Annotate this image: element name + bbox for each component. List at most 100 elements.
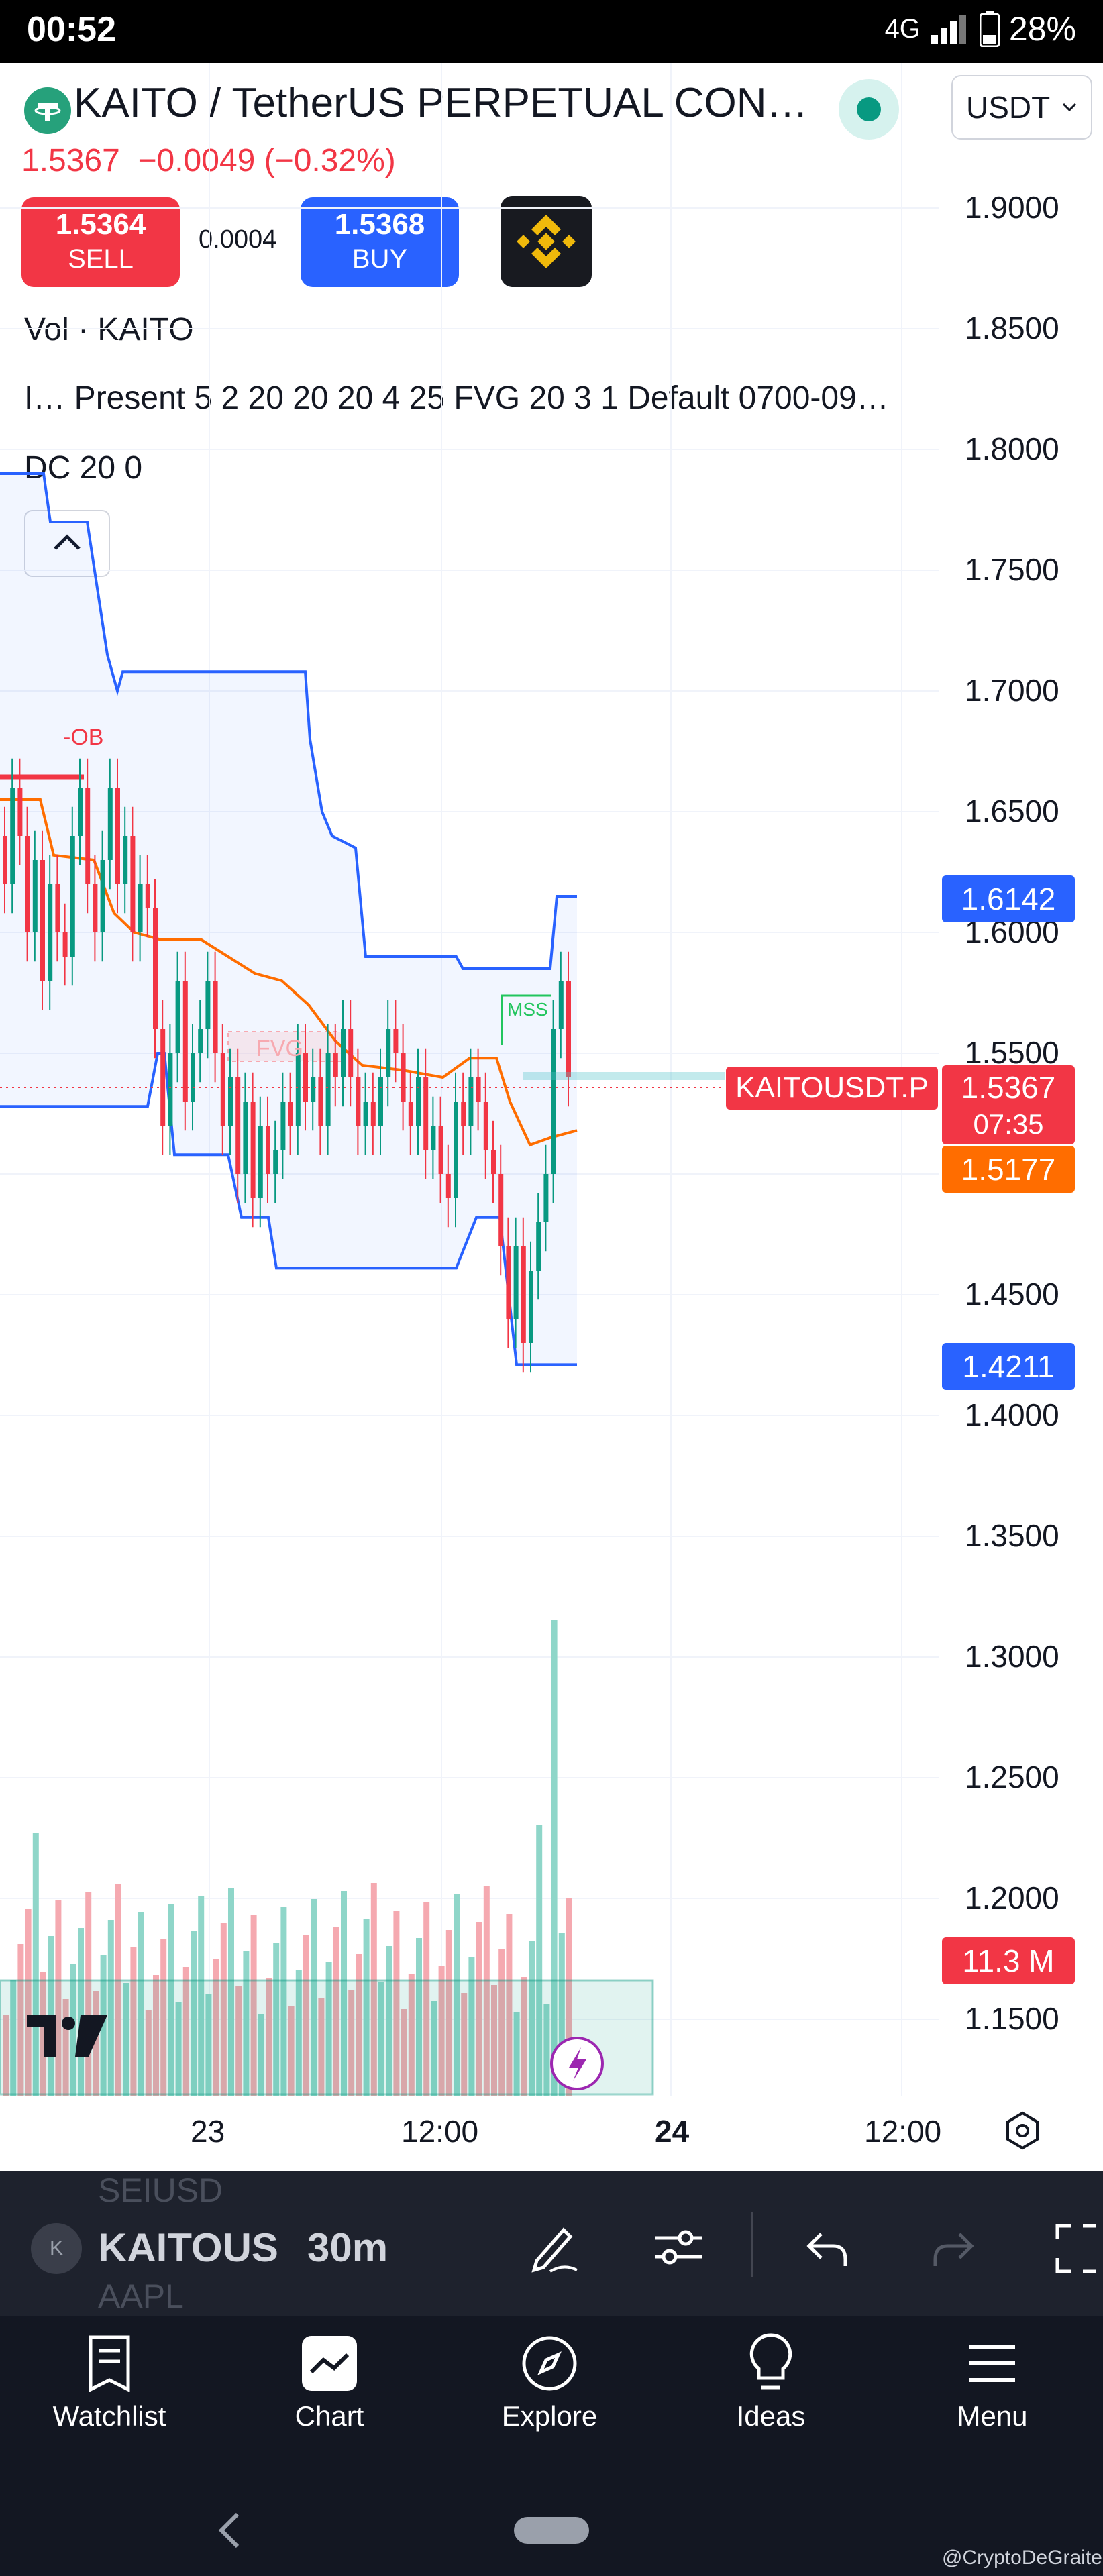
- volume-bar: [115, 1884, 121, 2096]
- nav-explore[interactable]: Explore: [466, 2326, 633, 2432]
- chevron-down-icon: [1062, 103, 1077, 112]
- volume-bar: [348, 1990, 355, 2096]
- candle-body: [566, 981, 571, 1077]
- status-time: 00:52: [27, 10, 116, 49]
- candle-body: [198, 1029, 203, 1053]
- redo-icon[interactable]: [926, 2222, 980, 2275]
- volume-bar: [325, 1962, 332, 2096]
- time-label-24: 24: [655, 2114, 690, 2149]
- volume-bar: [513, 2012, 520, 2096]
- volume-bar: [454, 1894, 460, 2096]
- nav-ideas[interactable]: Ideas: [687, 2326, 855, 2432]
- volume-bar: [3, 2015, 9, 2096]
- system-navigation-bar: @CryptoDeGraite: [0, 2477, 1103, 2576]
- volume-bar: [78, 1928, 84, 2096]
- volume-bar: [138, 1912, 144, 2096]
- volume-bar: [93, 1991, 99, 2096]
- hamburger-menu-icon: [969, 2345, 1015, 2382]
- volume-bar: [266, 1978, 272, 2096]
- fvg-zone: [227, 1031, 343, 1062]
- chart-settings-icon[interactable]: [1002, 2110, 1043, 2151]
- volume-bar: [153, 1975, 159, 2096]
- drawing-tools-icon[interactable]: [523, 2216, 584, 2277]
- interval-button[interactable]: 30m: [307, 2225, 388, 2270]
- candle-body: [235, 1077, 241, 1174]
- volume-bar: [303, 1935, 309, 2096]
- price-axis-label: 1.3500: [965, 1518, 1059, 1553]
- undo-icon[interactable]: [801, 2222, 855, 2275]
- sell-button[interactable]: 1.5364 SELL: [21, 197, 180, 287]
- price-change-line: 1.5367 −0.0049 (−0.32%): [21, 142, 396, 179]
- volume-bar: [258, 2014, 264, 2096]
- fullscreen-icon[interactable]: [1051, 2219, 1103, 2278]
- volume-bar: [529, 1941, 535, 2096]
- candle-body: [408, 1102, 413, 1126]
- candle-body: [168, 1053, 173, 1126]
- battery-icon: [979, 11, 1000, 47]
- nav-menu[interactable]: Menu: [908, 2326, 1076, 2432]
- symbol-avatar[interactable]: K: [31, 2223, 82, 2274]
- price-axis-label: 1.4000: [965, 1397, 1059, 1432]
- volume-bar: [506, 1914, 513, 2096]
- volume-indicator-label[interactable]: Vol · KAITO: [24, 312, 194, 347]
- volume-bar: [566, 1898, 572, 2096]
- candle-body: [10, 788, 15, 884]
- volume-bar: [100, 1955, 107, 2096]
- price-axis-label: 1.1500: [965, 2001, 1059, 2036]
- indicators-settings-icon[interactable]: [648, 2216, 708, 2277]
- nav-watchlist-label: Watchlist: [52, 2400, 166, 2432]
- candle-body: [213, 981, 218, 1053]
- signal-icon: [931, 15, 966, 44]
- price-axis-label: 1.4500: [965, 1277, 1059, 1311]
- volume-bar: [55, 1900, 62, 2096]
- candle-body: [386, 1029, 391, 1077]
- candle-body: [521, 1246, 526, 1343]
- mss-line: [501, 994, 552, 1045]
- volume-bar: [107, 1920, 114, 2096]
- price-axis-label: 1.8000: [965, 431, 1059, 466]
- price-axis-label: 1.9000: [965, 190, 1059, 225]
- candle-body: [341, 1029, 346, 1077]
- nav-chart[interactable]: Chart: [246, 2326, 413, 2432]
- price-axis-label: 1.8500: [965, 311, 1059, 345]
- binance-broker-icon[interactable]: [501, 196, 592, 287]
- network-label: 4G: [884, 13, 921, 44]
- price-chart[interactable]: -OB FVG MSS: [0, 63, 1103, 2171]
- candle-body: [130, 836, 136, 932]
- buy-button[interactable]: 1.5368 BUY: [301, 197, 459, 287]
- price-change-pct: (−0.32%): [264, 143, 396, 178]
- candle-body: [100, 860, 105, 932]
- price-axis-label: 1.2500: [965, 1760, 1059, 1794]
- candle-body: [423, 1077, 429, 1150]
- home-pill[interactable]: [514, 2517, 589, 2544]
- current-price-value: 1.5367: [961, 1070, 1056, 1105]
- candle-body: [416, 1077, 421, 1126]
- candle-body: [333, 1053, 338, 1077]
- ict-indicator-label[interactable]: I… Present 5 2 20 20 20 4 25 FVG 20 3 1 …: [24, 380, 889, 416]
- volume-bar: [416, 1938, 422, 2096]
- volume-bar: [551, 1620, 558, 2096]
- candle-body: [228, 1077, 233, 1126]
- volume-bar: [468, 1957, 475, 2096]
- volume-bar: [558, 1933, 565, 2096]
- spread-value: 0.0004: [199, 225, 277, 254]
- candle-body: [393, 1029, 399, 1053]
- bottom-navigation: Watchlist Chart Explore Ideas Menu: [0, 2316, 1103, 2477]
- market-status-icon[interactable]: [839, 79, 899, 140]
- ob-annotation: -OB: [63, 724, 103, 750]
- nav-watchlist[interactable]: Watchlist: [25, 2326, 193, 2432]
- chart-grid: [0, 63, 939, 2096]
- ghost-symbol-bottom: AAPL: [98, 2277, 184, 2315]
- candle-body: [551, 1029, 556, 1174]
- candle-body: [78, 788, 83, 836]
- back-icon[interactable]: [213, 2510, 247, 2551]
- volume-bar: [386, 1946, 392, 2096]
- volume-bar: [356, 1954, 362, 2096]
- volume-bars: [3, 1620, 572, 2096]
- toolbar-symbol[interactable]: KAITOUS: [98, 2225, 278, 2270]
- fvg-annotation: FVG: [256, 1036, 303, 1061]
- candle-body: [491, 1150, 496, 1174]
- donchian-upper-line: [0, 472, 577, 970]
- currency-select[interactable]: USDT: [951, 75, 1092, 140]
- nav-menu-label: Menu: [957, 2400, 1028, 2432]
